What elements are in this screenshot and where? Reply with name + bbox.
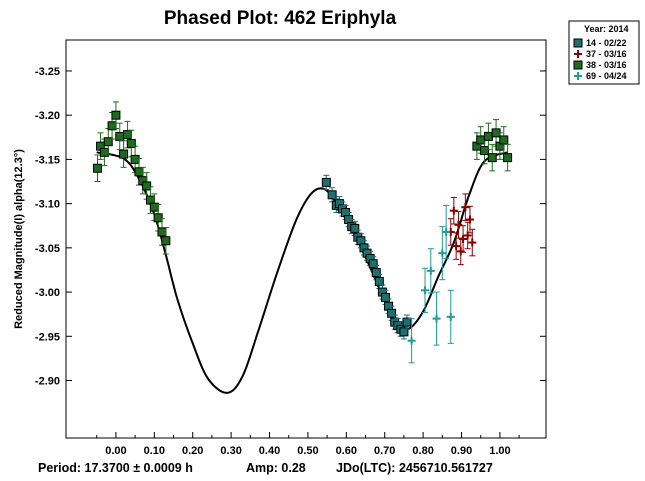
data-point xyxy=(480,146,490,156)
legend-label: 14 - 02/22 xyxy=(586,38,627,48)
y-axis: -3.25 -3.20 -3.15 -3.10 -3.05 -3.00 -2.95 -2.90 xyxy=(35,66,546,388)
plot-frame xyxy=(65,39,547,439)
data-point xyxy=(327,190,337,200)
y-tick-label: -3.10 xyxy=(35,199,60,211)
data-point xyxy=(499,135,509,145)
footer-amp: Amp: 0.28 xyxy=(246,461,306,475)
data-point xyxy=(371,268,381,278)
data-point xyxy=(503,153,513,163)
y-tick-label: -3.20 xyxy=(35,110,60,122)
data-point xyxy=(387,308,397,318)
data-point xyxy=(350,223,360,233)
data-point xyxy=(119,149,129,159)
legend-label: 69 - 04/24 xyxy=(586,71,627,81)
data-point xyxy=(161,236,171,246)
data-point xyxy=(122,130,132,140)
data-point xyxy=(368,259,378,269)
y-tick-label: -3.05 xyxy=(35,243,60,255)
data-point xyxy=(321,177,331,187)
legend-label: 38 - 03/16 xyxy=(586,60,627,70)
x-tick-label: 0.80 xyxy=(412,445,433,457)
data-point xyxy=(399,327,409,337)
data-point xyxy=(130,154,140,164)
data-point xyxy=(487,153,497,163)
data-point xyxy=(92,163,102,173)
y-tick-label: -3.25 xyxy=(35,66,60,78)
x-tick-label: 0.70 xyxy=(374,445,395,457)
data-point xyxy=(103,137,113,147)
legend-title: Year: 2014 xyxy=(584,24,629,34)
x-tick-label: 0.60 xyxy=(336,445,357,457)
x-tick-label: 0.30 xyxy=(220,445,241,457)
x-tick-label: 0.50 xyxy=(297,445,318,457)
fit-curve-layer xyxy=(96,151,508,394)
data-point xyxy=(126,138,136,148)
data-point xyxy=(157,227,167,237)
x-tick-label: 0.90 xyxy=(451,445,472,457)
x-tick-label: 0.40 xyxy=(259,445,280,457)
data-point xyxy=(483,131,493,141)
x-axis: 0.00 0.10 0.20 0.30 0.40 0.50 0.60 0.70 0.80 0.90… xyxy=(96,432,520,457)
y-tick-label: -3.15 xyxy=(35,154,60,166)
footer: Period: 17.3700 ± 0.0009 h Amp: 0.28 JDo… xyxy=(38,461,493,475)
legend-marker xyxy=(573,38,583,48)
footer-jdo: JDo(LTC): 2456710.561727 xyxy=(336,461,493,475)
data-point xyxy=(111,110,121,120)
x-tick-label: 1.00 xyxy=(489,445,510,457)
data-point xyxy=(374,276,384,286)
y-axis-label: Reduced Magnitude(I) alpha(12.3°) xyxy=(13,149,25,329)
data-point xyxy=(115,131,125,141)
y-tick-label: -3.00 xyxy=(35,287,60,299)
data-point xyxy=(153,213,163,223)
data-point xyxy=(134,167,144,177)
y-tick-label: -2.95 xyxy=(35,331,60,343)
data-point xyxy=(142,181,152,191)
legend-label: 37 - 03/16 xyxy=(586,49,627,59)
legend-marker xyxy=(573,60,583,70)
chart-title: Phased Plot: 462 Eriphyla xyxy=(164,8,397,29)
y-tick-label: -2.90 xyxy=(35,376,60,388)
x-tick-label: 0.10 xyxy=(144,445,165,457)
data-points-layer xyxy=(92,101,513,364)
footer-period: Period: 17.3700 ± 0.0009 h xyxy=(38,461,193,475)
x-tick-label: 0.00 xyxy=(105,445,126,457)
legend-box xyxy=(568,20,640,85)
plot-area: 0.00 0.10 0.20 0.30 0.40 0.50 0.60 0.70 0.80 0.90… xyxy=(35,39,547,457)
x-tick-label: 0.20 xyxy=(182,445,203,457)
fit-curve xyxy=(96,151,508,394)
data-point xyxy=(380,292,390,302)
data-point xyxy=(402,317,412,327)
